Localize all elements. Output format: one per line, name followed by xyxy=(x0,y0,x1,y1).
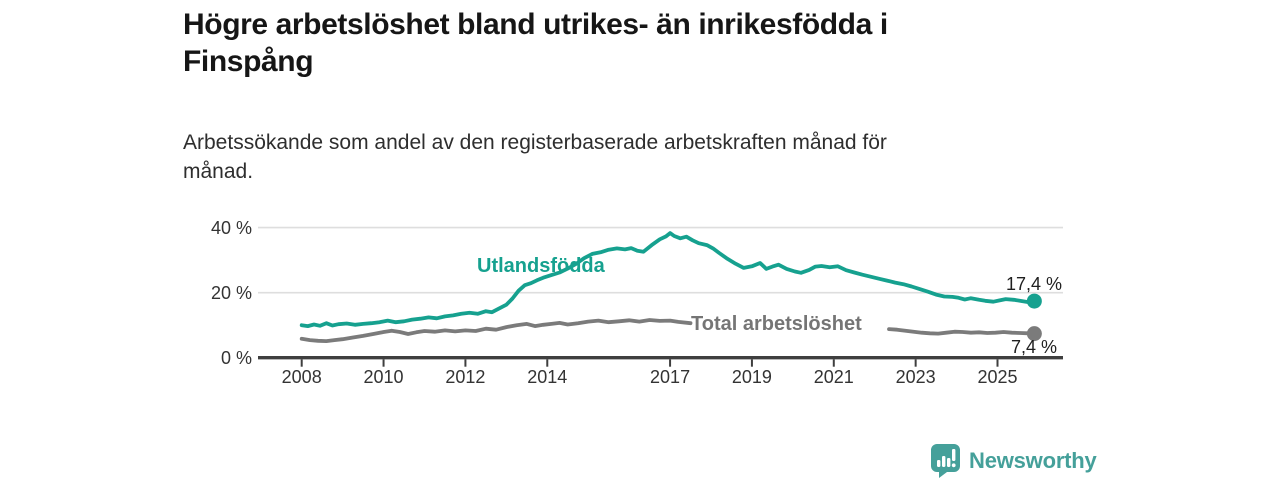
y-tick-label-0: 0 % xyxy=(220,347,252,368)
endpoint-dot-series-1 xyxy=(1026,326,1042,342)
title-line-2: Finspång xyxy=(183,45,314,78)
series-label-utlandsfodda: Utlandsfödda xyxy=(477,255,605,277)
newsworthy-bar-chart-bubble-icon xyxy=(931,444,960,478)
x-tick-label-2025: 2025 xyxy=(977,367,1018,387)
x-tick-label-2012: 2012 xyxy=(445,367,486,387)
line-series-1 xyxy=(299,318,693,344)
subtitle-line-2: månad. xyxy=(183,160,254,183)
x-tick-label-2019: 2019 xyxy=(731,367,772,387)
end-value-label-utlandsfodda: 17,4 % xyxy=(1005,274,1062,294)
x-tick-label-2017: 2017 xyxy=(650,367,691,387)
line-series-1 xyxy=(887,327,1037,336)
x-tick-label-2023: 2023 xyxy=(895,367,936,387)
title-line-1: Högre arbetslöshet bland utrikes- än inr… xyxy=(183,8,888,41)
subtitle-line-1: Arbetssökande som andel av den registerb… xyxy=(183,131,887,154)
end-value-label-total: 7,4 % xyxy=(1010,337,1057,357)
line-series-0 xyxy=(299,231,1037,329)
y-tick-label-40: 40 % xyxy=(210,217,252,238)
page-title: Högre arbetslöshet bland utrikes- än inr… xyxy=(183,6,1083,80)
x-tick-label-2010: 2010 xyxy=(363,367,404,387)
x-tick-label-2014: 2014 xyxy=(527,367,568,387)
series-label-total-arbetsloshet: Total arbetslöshet xyxy=(691,313,862,335)
y-tick-label-20: 20 % xyxy=(210,282,252,303)
chart-subtitle: Arbetssökande som andel av den registerb… xyxy=(183,128,1043,186)
x-tick-label-2021: 2021 xyxy=(813,367,854,387)
x-tick-label-2008: 2008 xyxy=(281,367,322,387)
endpoint-dot-series-0 xyxy=(1026,293,1042,309)
newsworthy-logo-text: Newsworthy xyxy=(969,448,1097,473)
newsworthy-logo: Newsworthy xyxy=(930,444,1097,478)
